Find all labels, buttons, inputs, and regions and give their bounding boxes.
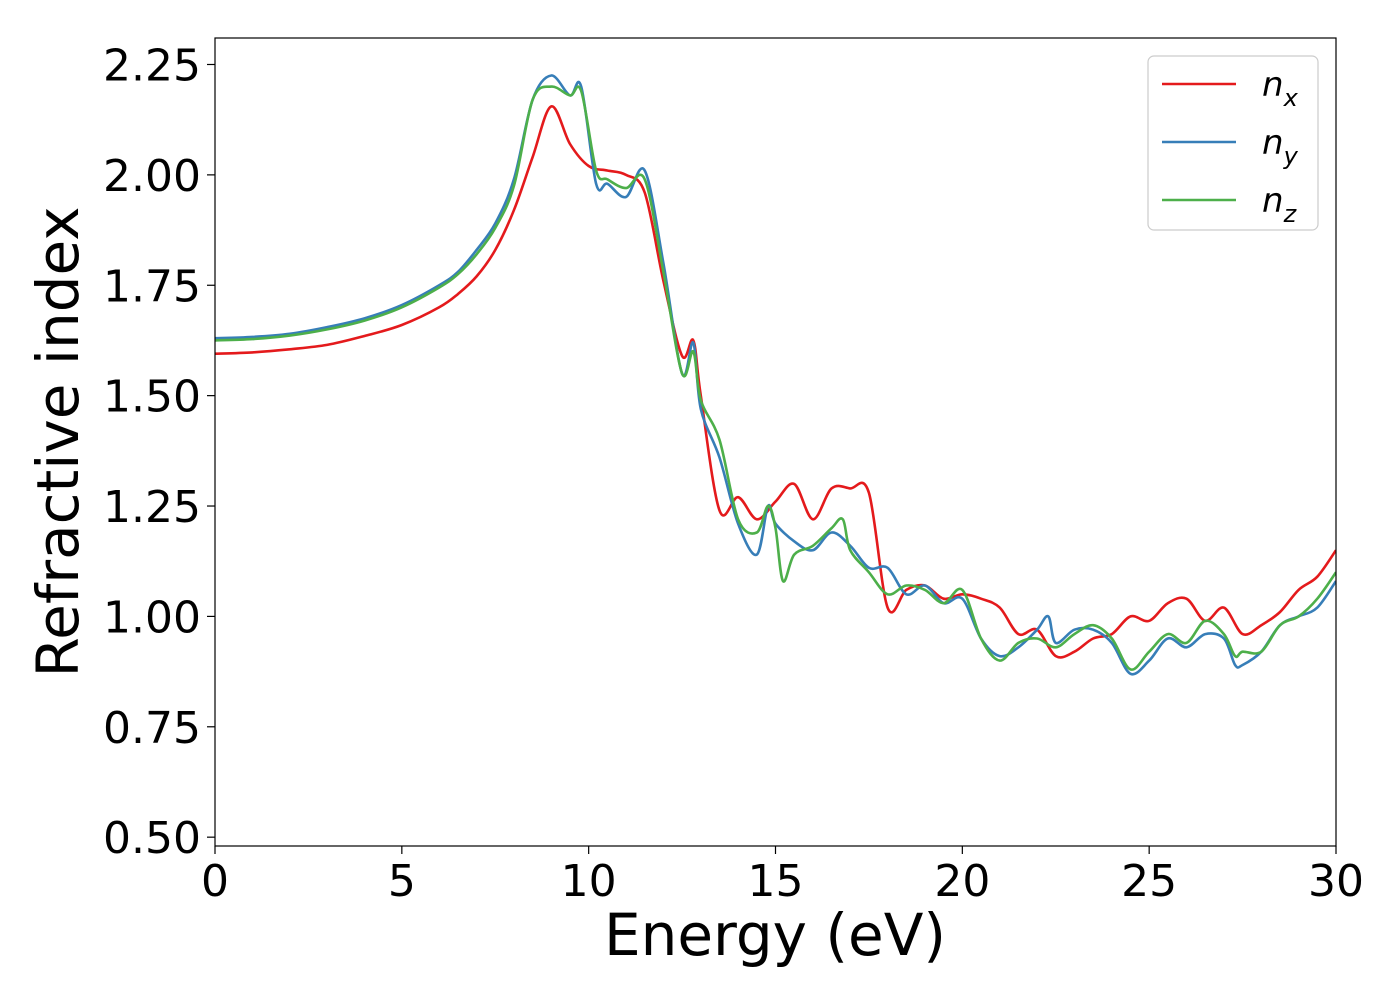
y-axis-ticks: 0.50 0.75 1.00 1.25 1.50 1.75 2.00 2.25 [103,40,215,864]
x-axis-label: Energy (eV) [604,901,946,969]
x-tick-label: 0 [201,856,229,907]
legend-label-ny: ny [1262,123,1299,170]
y-tick-label: 0.50 [103,813,201,864]
y-tick-label: 1.00 [103,592,201,643]
y-tick-label: 2.25 [103,40,201,91]
x-axis-ticks: 0 5 10 15 20 25 30 [201,846,1364,907]
series-line-ny [215,74,1336,676]
legend-label-nx: nx [1262,65,1299,112]
y-tick-label: 1.25 [103,482,201,533]
legend-label-subscript: x [1283,84,1299,112]
x-tick-label: 20 [934,856,990,907]
y-axis-label: Refractive index [24,206,92,677]
x-tick-label: 25 [1121,856,1177,907]
legend-label-subscript: y [1283,142,1299,170]
legend-label-subscript: z [1283,200,1298,228]
y-tick-label: 0.75 [103,703,201,754]
legend-label-base: n [1262,65,1284,105]
x-tick-label: 10 [561,856,617,907]
y-tick-label: 1.50 [103,372,201,423]
series-layer [215,74,1336,676]
x-tick-label: 30 [1308,856,1364,907]
legend-label-base: n [1262,181,1284,221]
series-line-nx [215,105,1336,659]
x-tick-label: 5 [388,856,416,907]
x-tick-label: 15 [748,856,804,907]
y-tick-label: 1.75 [103,261,201,312]
y-tick-label: 2.00 [103,151,201,202]
legend-label-nz: nz [1262,181,1298,228]
legend-label-base: n [1262,123,1284,163]
series-line-nz [215,85,1336,671]
